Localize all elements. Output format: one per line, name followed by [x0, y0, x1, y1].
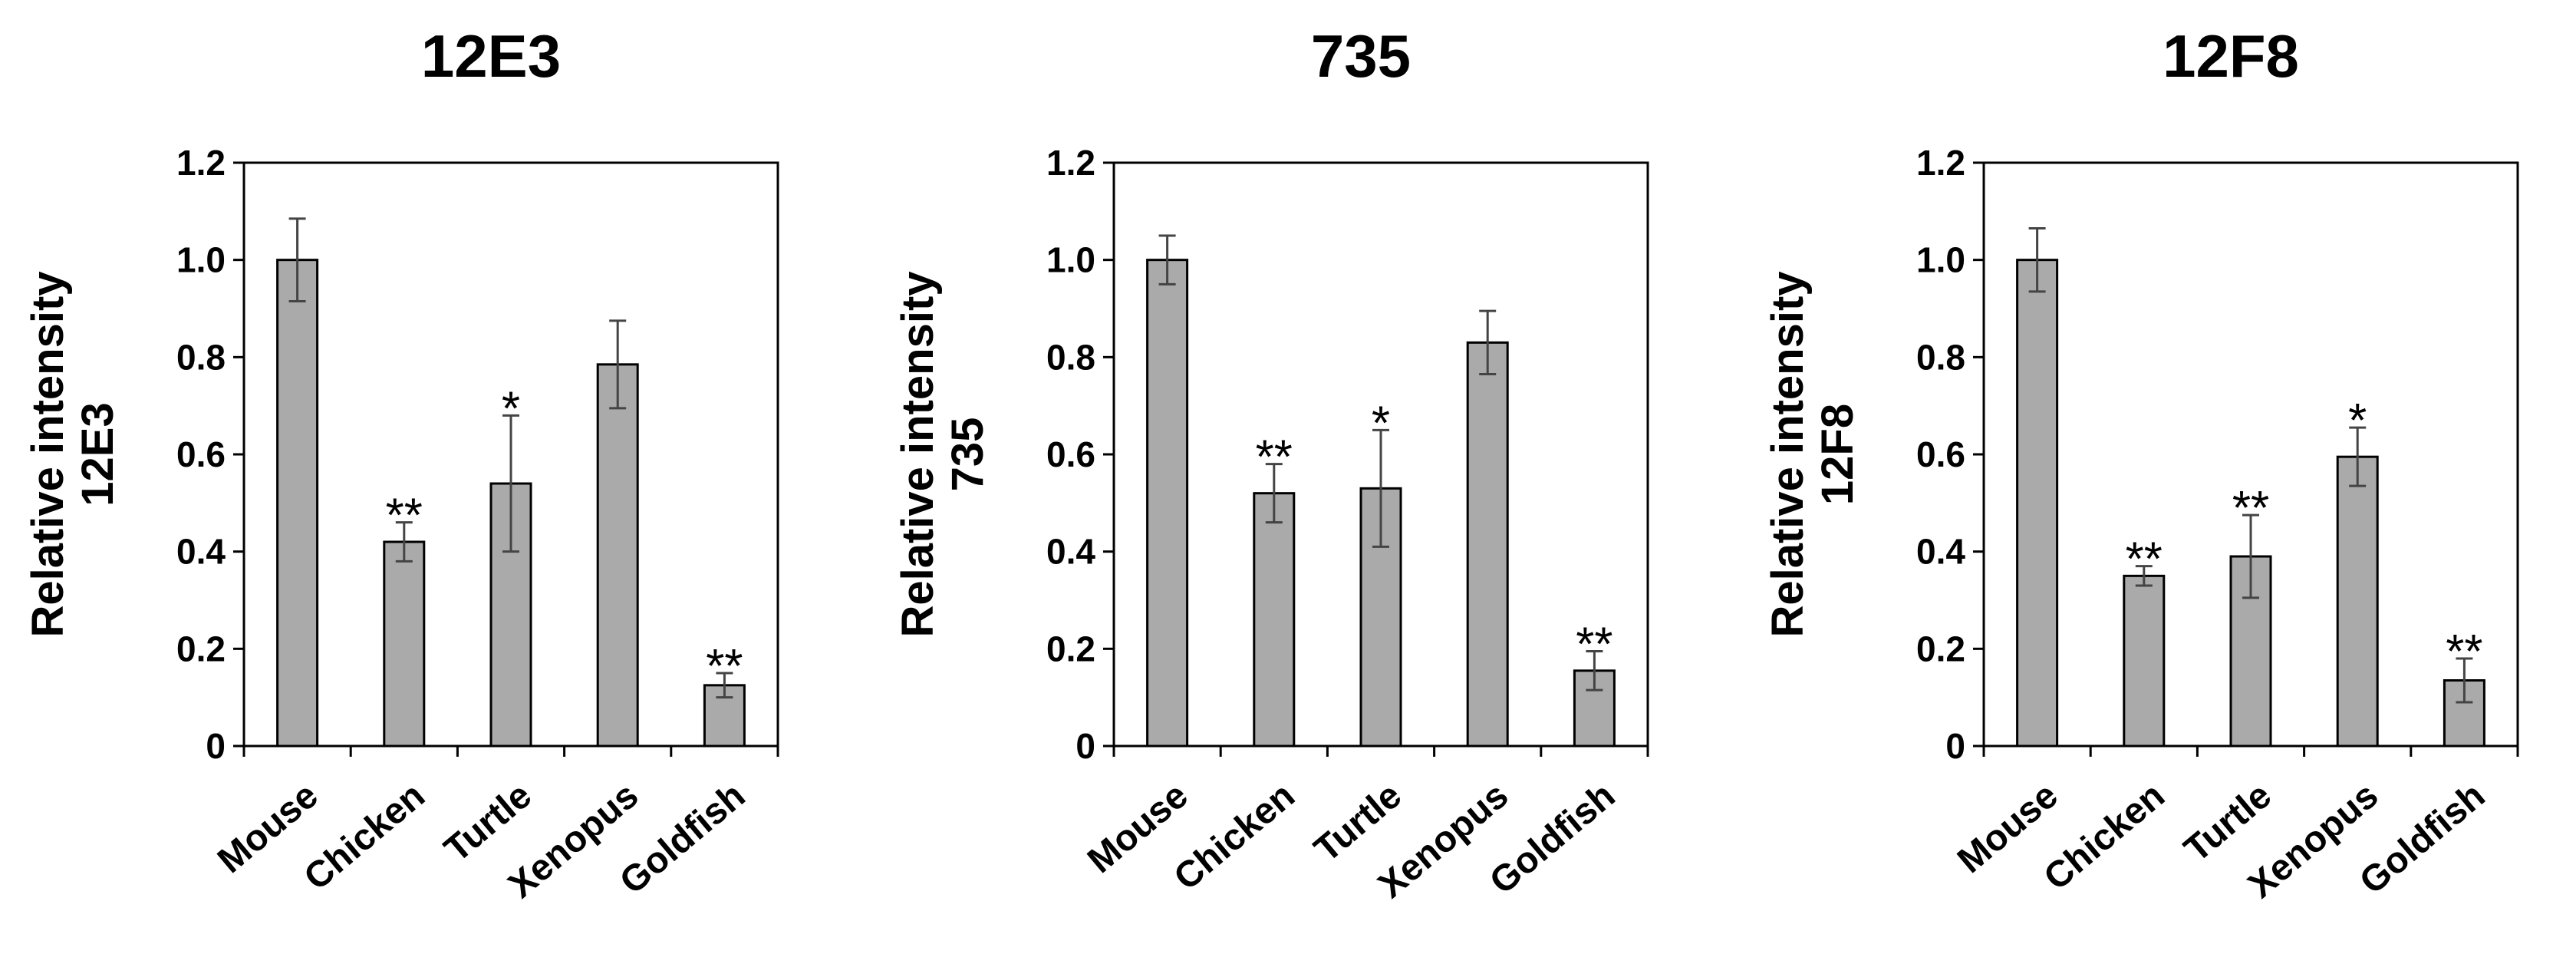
y-axis-label: Relative intensity735 — [893, 271, 993, 637]
x-category-label-chicken: Chicken — [297, 775, 433, 899]
y-tick-label: 0.2 — [176, 629, 226, 668]
bar-chicken — [1253, 492, 1296, 748]
significance-marker: ** — [1256, 431, 1293, 484]
y-tick-label: 1.2 — [1916, 143, 1965, 183]
bar-mouse — [2016, 259, 2059, 748]
y-tick-label: 0.4 — [1046, 532, 1095, 572]
chart-title: 12E3 — [421, 22, 561, 90]
significance-marker: ** — [706, 640, 743, 693]
y-tick-label: 1.0 — [1046, 240, 1095, 280]
chart-title: 735 — [1311, 22, 1411, 90]
y-axis-label-line-2: 12F8 — [1813, 404, 1863, 505]
bar-xenopus — [1466, 341, 1509, 748]
bar-chicken — [383, 540, 426, 748]
y-tick-label: 1.0 — [1916, 240, 1965, 280]
y-tick-label: 0 — [1945, 726, 1965, 766]
y-tick-label: 0 — [1076, 726, 1095, 766]
y-axis-label-line-1: Relative intensity — [1763, 271, 1813, 637]
significance-marker: ** — [1576, 619, 1612, 672]
y-tick-label: 0.6 — [176, 434, 226, 474]
y-tick-label: 1.0 — [176, 240, 226, 280]
y-axis-label: Relative intensity12E3 — [23, 271, 123, 637]
y-tick-label: 0.6 — [1046, 434, 1095, 474]
y-tick-label: 0.8 — [1916, 337, 1965, 377]
y-axis-label-line-1: Relative intensity — [893, 271, 943, 637]
significance-marker: ** — [386, 490, 423, 543]
significance-marker: ** — [2126, 533, 2163, 586]
y-axis-label-line-2: 735 — [943, 418, 993, 492]
chart-title: 12F8 — [2163, 22, 2299, 90]
x-category-label-chicken: Chicken — [1167, 775, 1303, 899]
bar-xenopus — [596, 363, 639, 748]
y-axis-label: Relative intensity12F8 — [1763, 271, 1863, 637]
y-tick-label: 0.4 — [1916, 532, 1965, 572]
significance-marker: * — [2348, 394, 2367, 447]
y-tick-label: 0 — [206, 726, 226, 766]
bar-mouse — [1146, 259, 1189, 748]
significance-marker: * — [1372, 397, 1390, 450]
y-tick-label: 0.8 — [176, 337, 226, 377]
bar-chicken — [2123, 574, 2166, 748]
significance-marker: ** — [2232, 482, 2269, 535]
y-tick-label: 1.2 — [1046, 143, 1095, 183]
y-tick-label: 0.4 — [176, 532, 226, 572]
y-tick-label: 1.2 — [176, 143, 226, 183]
bar-xenopus — [2336, 455, 2379, 748]
significance-marker: * — [502, 382, 520, 435]
y-tick-label: 0.2 — [1916, 629, 1965, 668]
y-tick-label: 0.2 — [1046, 629, 1095, 668]
x-category-label-chicken: Chicken — [2037, 775, 2172, 899]
y-axis-label-line-1: Relative intensity — [23, 271, 73, 637]
y-axis-label-line-2: 12E3 — [73, 402, 123, 506]
bar-mouse — [276, 259, 319, 748]
y-tick-label: 0.6 — [1916, 434, 1965, 474]
significance-marker: ** — [2446, 626, 2482, 678]
y-tick-label: 0.8 — [1046, 337, 1095, 377]
